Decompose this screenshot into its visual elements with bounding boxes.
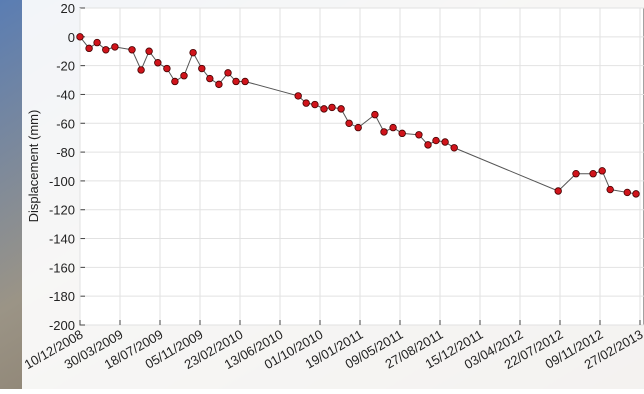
y-tick-label: -120 [49,203,75,218]
y-tick-label: 0 [68,30,75,45]
data-point [573,170,580,177]
data-point [599,168,606,175]
data-point [225,70,232,77]
data-point [242,78,249,85]
page: Displacement (mm) 20 0 -20 -40 -60 -80 -100 -12… [0,0,644,389]
data-point [624,189,631,196]
data-point [590,170,597,177]
data-point [94,39,101,46]
data-point [451,144,458,151]
data-point [399,130,406,137]
data-point [338,106,345,113]
y-tick-label: -180 [49,289,75,304]
data-point [207,75,214,82]
data-point [103,46,110,53]
data-point [233,78,240,85]
plot-area [80,8,644,325]
data-point [164,65,171,72]
data-point [555,188,562,195]
data-point [190,49,197,56]
data-point [355,124,362,131]
data-point [607,186,614,193]
data-point [295,93,302,100]
data-point [381,129,388,136]
data-point [329,104,336,111]
data-point [86,45,93,52]
data-point [346,120,353,127]
y-tick-label: 20 [61,1,75,16]
data-point [129,46,136,53]
y-tick-label: -160 [49,260,75,275]
data-point [425,142,432,149]
data-point [181,72,188,79]
y-tick-label: -40 [56,87,75,102]
data-point [433,137,440,144]
data-point [321,106,328,113]
data-point [442,139,449,146]
data-point [146,48,153,55]
data-point [138,67,145,74]
y-tick-label: -100 [49,174,75,189]
data-point [372,111,379,118]
y-tick-label: -60 [56,116,75,131]
y-axis-label: Displacement (mm) [26,110,41,223]
data-point [155,59,162,66]
data-point [172,78,179,85]
data-point [390,124,397,131]
data-point [416,132,423,139]
data-point [216,81,223,88]
chart: Displacement (mm) 20 0 -20 -40 -60 -80 -100 -12… [0,0,644,389]
data-point [633,191,640,198]
y-tick-label: -80 [56,145,75,160]
data-point [312,101,319,108]
data-point [303,100,310,107]
data-point [77,34,84,41]
data-point [112,44,119,51]
data-point [199,65,206,72]
y-tick-label: -140 [49,232,75,247]
y-tick-label: -20 [56,59,75,74]
